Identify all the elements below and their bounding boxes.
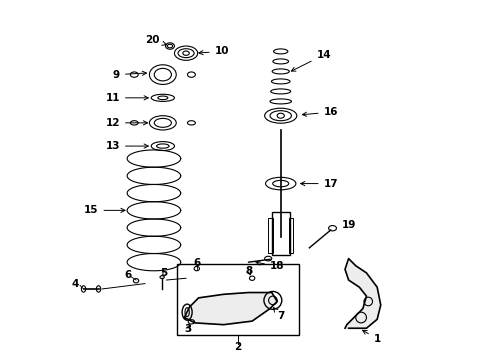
Text: 10: 10 — [199, 46, 229, 57]
Text: 15: 15 — [84, 205, 125, 215]
Text: 17: 17 — [301, 179, 338, 189]
Text: 5: 5 — [160, 268, 167, 278]
Text: 6: 6 — [193, 258, 200, 268]
Polygon shape — [184, 293, 277, 325]
Bar — [268, 217, 272, 253]
Text: 19: 19 — [342, 220, 356, 230]
Text: 6: 6 — [124, 270, 131, 280]
Text: 20: 20 — [145, 35, 166, 45]
Text: 8: 8 — [245, 266, 252, 276]
Text: 18: 18 — [256, 261, 285, 271]
Text: 1: 1 — [363, 330, 381, 344]
Bar — [177, 264, 298, 336]
Text: 11: 11 — [105, 93, 148, 103]
Text: 14: 14 — [292, 50, 331, 71]
Text: 13: 13 — [105, 141, 148, 151]
Text: 3: 3 — [184, 324, 192, 334]
Text: 16: 16 — [302, 107, 338, 117]
Text: 2: 2 — [234, 342, 242, 352]
Text: 4: 4 — [72, 279, 79, 289]
Text: 12: 12 — [105, 118, 147, 128]
Bar — [272, 212, 290, 255]
Bar — [289, 217, 293, 253]
Text: 9: 9 — [113, 69, 147, 80]
Polygon shape — [345, 258, 381, 328]
Text: 7: 7 — [273, 308, 284, 321]
